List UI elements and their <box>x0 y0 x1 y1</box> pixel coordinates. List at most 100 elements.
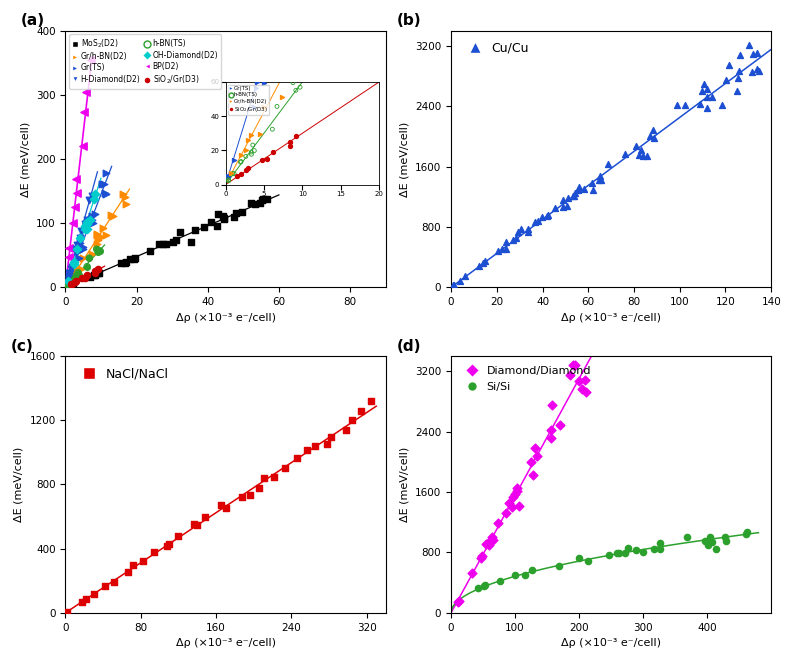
Point <box>580 386 592 397</box>
Point <box>66 278 79 289</box>
Point <box>217 211 230 221</box>
Point <box>65 262 78 273</box>
Point <box>541 211 554 221</box>
Point <box>63 278 76 289</box>
Point <box>81 270 94 281</box>
Point <box>514 224 527 234</box>
Point <box>553 420 566 430</box>
Y-axis label: ΔE (meV/cell): ΔE (meV/cell) <box>400 447 409 522</box>
Point <box>76 140 89 151</box>
X-axis label: Δρ (×10⁻³ e⁻/cell): Δρ (×10⁻³ e⁻/cell) <box>176 638 276 648</box>
Point <box>199 512 211 523</box>
Point <box>556 202 569 213</box>
Point <box>63 273 76 283</box>
Point <box>473 261 486 271</box>
Point <box>188 224 201 235</box>
Point <box>69 276 82 287</box>
Text: (d): (d) <box>397 339 421 354</box>
Point <box>244 490 257 500</box>
Point <box>98 179 111 189</box>
Point <box>137 556 149 567</box>
Point <box>75 225 87 236</box>
Point <box>94 246 107 256</box>
Point <box>637 150 650 161</box>
Point <box>613 547 626 558</box>
Point <box>509 570 522 581</box>
Point <box>646 124 659 135</box>
Point <box>63 252 76 262</box>
Point <box>561 201 574 212</box>
Point <box>301 444 314 455</box>
Point <box>72 267 84 278</box>
Point <box>212 209 225 219</box>
Point <box>268 471 281 482</box>
Point <box>64 279 77 289</box>
Point <box>603 549 615 560</box>
Point <box>536 211 549 222</box>
Point <box>671 100 684 111</box>
Point <box>568 332 581 342</box>
Point <box>340 424 353 435</box>
Point <box>71 271 83 281</box>
Point <box>91 264 104 275</box>
Point <box>76 596 88 607</box>
Point <box>230 208 242 218</box>
Point <box>479 579 491 590</box>
Point <box>89 267 102 278</box>
Point <box>80 215 93 226</box>
Point <box>653 538 666 549</box>
Point <box>104 210 117 220</box>
Point <box>144 246 157 256</box>
Point <box>88 269 101 280</box>
Text: (a): (a) <box>21 13 45 28</box>
Point <box>68 277 81 287</box>
Point <box>477 258 490 268</box>
Point <box>716 100 729 111</box>
Point <box>218 214 231 224</box>
Point <box>255 194 268 205</box>
Point <box>496 244 509 254</box>
Point <box>167 236 180 247</box>
Point <box>60 279 73 290</box>
Point <box>569 188 582 199</box>
Point <box>643 130 656 141</box>
Point <box>91 230 104 240</box>
Point <box>637 547 650 557</box>
Point <box>70 173 83 184</box>
Point <box>235 492 248 502</box>
Point <box>245 198 258 209</box>
Point <box>184 236 197 247</box>
Point <box>595 174 608 185</box>
Legend: Diamond/Diamond, Si/Si: Diamond/Diamond, Si/Si <box>456 361 595 396</box>
Point <box>71 240 83 251</box>
X-axis label: Δρ (×10⁻³ e⁻/cell): Δρ (×10⁻³ e⁻/cell) <box>561 638 661 648</box>
Point <box>63 281 76 291</box>
Point <box>88 269 101 280</box>
Point <box>585 177 598 188</box>
Point <box>579 375 591 386</box>
Point <box>733 50 746 60</box>
Point <box>153 239 165 250</box>
Point <box>87 194 100 205</box>
Point <box>215 499 227 510</box>
Y-axis label: ΔE (meV/cell): ΔE (meV/cell) <box>400 121 409 197</box>
Point <box>506 502 518 512</box>
Point <box>634 145 647 156</box>
Point <box>62 278 75 289</box>
Point <box>124 254 137 265</box>
Point <box>211 220 223 231</box>
Point <box>86 191 99 201</box>
Point <box>750 48 763 58</box>
Point <box>60 280 73 291</box>
Point <box>69 265 82 276</box>
Point <box>522 224 534 234</box>
Point <box>65 264 78 275</box>
Point <box>630 544 642 555</box>
Point <box>227 212 240 222</box>
Point <box>60 281 73 291</box>
Point <box>71 243 83 254</box>
Point <box>460 271 472 281</box>
Point <box>739 528 752 539</box>
Point <box>73 246 86 257</box>
Point <box>647 544 660 554</box>
